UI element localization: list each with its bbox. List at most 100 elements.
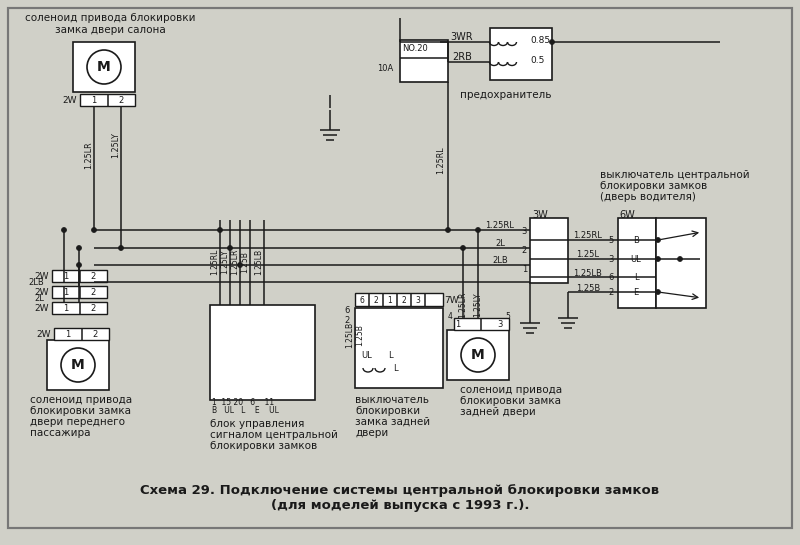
Text: двери переднего: двери переднего bbox=[30, 417, 125, 427]
Circle shape bbox=[77, 245, 82, 251]
Text: L: L bbox=[388, 350, 392, 360]
Circle shape bbox=[238, 263, 242, 268]
Circle shape bbox=[655, 257, 661, 262]
Bar bbox=[530, 218, 568, 283]
Bar bbox=[656, 218, 706, 308]
Text: 2: 2 bbox=[118, 95, 124, 105]
Text: L: L bbox=[393, 364, 398, 372]
Text: 2: 2 bbox=[402, 295, 406, 305]
Text: 2: 2 bbox=[345, 316, 350, 324]
Text: 2: 2 bbox=[90, 288, 96, 296]
Text: 1.25LB: 1.25LB bbox=[254, 249, 263, 275]
Text: NO.20: NO.20 bbox=[402, 44, 428, 53]
Bar bbox=[355, 308, 443, 388]
Bar bbox=[52, 302, 107, 314]
Text: 7W: 7W bbox=[444, 295, 458, 305]
Text: 1: 1 bbox=[63, 271, 68, 281]
Text: (дверь водителя): (дверь водителя) bbox=[600, 192, 696, 202]
Text: B: B bbox=[633, 235, 639, 245]
Circle shape bbox=[77, 263, 82, 268]
Text: 1.25RL: 1.25RL bbox=[574, 231, 602, 239]
Text: 6: 6 bbox=[345, 306, 350, 314]
Text: L: L bbox=[634, 272, 638, 282]
Text: 0.5: 0.5 bbox=[530, 56, 544, 64]
Text: Схема 29. Подключение системы центральной блокировки замков: Схема 29. Подключение системы центрально… bbox=[141, 483, 659, 496]
Text: 1.25L: 1.25L bbox=[577, 250, 599, 258]
Circle shape bbox=[61, 348, 95, 382]
Circle shape bbox=[655, 289, 661, 294]
Circle shape bbox=[218, 227, 222, 233]
Text: 2W: 2W bbox=[34, 304, 49, 312]
Circle shape bbox=[91, 227, 97, 233]
Circle shape bbox=[655, 238, 661, 243]
Text: соленоид привода: соленоид привода bbox=[30, 395, 132, 405]
Text: (для моделей выпуска с 1993 г.).: (для моделей выпуска с 1993 г.). bbox=[270, 499, 530, 512]
Circle shape bbox=[62, 227, 66, 233]
Circle shape bbox=[461, 245, 466, 251]
Text: блокировки: блокировки bbox=[355, 406, 420, 416]
Text: 2: 2 bbox=[90, 304, 96, 312]
Text: 1  15 20   6    11: 1 15 20 6 11 bbox=[212, 397, 274, 407]
Text: 4: 4 bbox=[447, 312, 452, 320]
Text: 6: 6 bbox=[359, 295, 365, 305]
Text: 2RB: 2RB bbox=[452, 52, 472, 62]
Bar bbox=[618, 218, 656, 308]
Text: 3: 3 bbox=[498, 319, 502, 329]
Text: блокировки замков: блокировки замков bbox=[210, 441, 318, 451]
Bar bbox=[54, 328, 109, 340]
Text: замка двери салона: замка двери салона bbox=[54, 25, 166, 35]
Text: 3: 3 bbox=[415, 295, 421, 305]
Text: 1.25B: 1.25B bbox=[241, 251, 250, 273]
Text: UL: UL bbox=[362, 350, 372, 360]
Text: двери: двери bbox=[355, 428, 388, 438]
Text: 2W: 2W bbox=[34, 271, 49, 281]
Bar bbox=[52, 270, 107, 282]
Bar bbox=[47, 340, 109, 390]
Bar bbox=[73, 42, 135, 92]
Text: 1: 1 bbox=[91, 95, 96, 105]
Circle shape bbox=[550, 39, 554, 45]
Text: M: M bbox=[71, 358, 85, 372]
Text: выключатель: выключатель bbox=[355, 395, 429, 405]
Text: блокировки замка: блокировки замка bbox=[30, 406, 131, 416]
Text: 3: 3 bbox=[609, 255, 614, 263]
Text: 0.85: 0.85 bbox=[530, 35, 550, 45]
Text: 3WR: 3WR bbox=[450, 32, 474, 42]
Text: M: M bbox=[97, 60, 111, 74]
Circle shape bbox=[475, 227, 481, 233]
Text: 6: 6 bbox=[609, 272, 614, 282]
Text: блок управления: блок управления bbox=[210, 419, 304, 429]
Text: 2W: 2W bbox=[62, 95, 77, 105]
Text: 1.25LY: 1.25LY bbox=[111, 132, 121, 158]
Text: блокировки замков: блокировки замков bbox=[600, 181, 707, 191]
Bar bbox=[80, 94, 135, 106]
Bar bbox=[447, 330, 509, 380]
Text: замка задней: замка задней bbox=[355, 417, 430, 427]
Text: соленоид привода: соленоид привода bbox=[460, 385, 562, 395]
Text: E: E bbox=[634, 288, 638, 296]
Text: 1.25RL: 1.25RL bbox=[437, 146, 446, 174]
Text: 3: 3 bbox=[522, 227, 527, 235]
Text: 1: 1 bbox=[522, 264, 527, 274]
Circle shape bbox=[118, 245, 123, 251]
Text: 2: 2 bbox=[609, 288, 614, 296]
Text: 1.25LR: 1.25LR bbox=[85, 141, 94, 169]
Text: 2: 2 bbox=[522, 245, 527, 255]
Text: 1.25LR: 1.25LR bbox=[458, 292, 467, 318]
Text: 1.25LB: 1.25LB bbox=[574, 269, 602, 277]
Text: 1.25LY: 1.25LY bbox=[221, 250, 230, 274]
Text: сигналом центральной: сигналом центральной bbox=[210, 430, 338, 440]
Circle shape bbox=[446, 227, 450, 233]
Text: 2LB: 2LB bbox=[492, 256, 508, 264]
Text: 2: 2 bbox=[90, 271, 96, 281]
Text: 1: 1 bbox=[63, 304, 68, 312]
Text: выключатель центральной: выключатель центральной bbox=[600, 170, 750, 180]
Text: 1.25LY: 1.25LY bbox=[474, 293, 482, 317]
Text: 1: 1 bbox=[65, 330, 70, 338]
Bar bbox=[210, 305, 315, 400]
Bar bbox=[400, 40, 448, 82]
Text: 2L: 2L bbox=[495, 239, 505, 247]
Text: 1.25LB: 1.25LB bbox=[346, 322, 354, 348]
Circle shape bbox=[87, 50, 121, 84]
Text: 2LB: 2LB bbox=[28, 277, 44, 287]
